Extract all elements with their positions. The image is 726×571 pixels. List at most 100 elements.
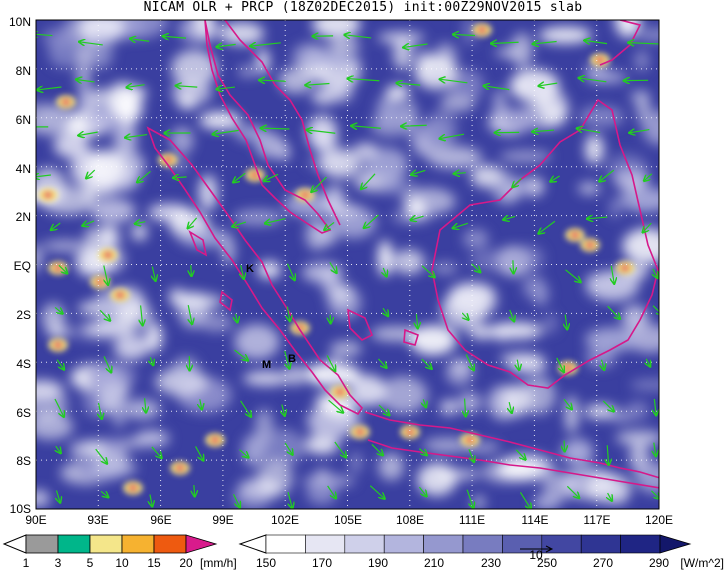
wind-vector — [324, 221, 335, 230]
cloud-blob — [637, 27, 659, 42]
wind-vector — [378, 404, 389, 415]
precip-cell — [165, 157, 171, 163]
cloud-blob — [544, 313, 558, 334]
cloud-blob — [503, 383, 533, 417]
wind-vector — [287, 306, 290, 321]
lat-label: 6N — [16, 113, 31, 127]
wind-vector — [654, 442, 656, 457]
wind-vector — [305, 83, 330, 85]
cloud-blob — [122, 399, 161, 420]
wind-vector — [421, 265, 435, 277]
cloud-blob — [312, 20, 361, 38]
cloud-blob — [278, 67, 314, 94]
olr-unit-label: [W/m^2] — [680, 556, 724, 570]
wind-vector — [484, 86, 510, 90]
wind-vector — [191, 265, 192, 276]
wind-vector — [345, 35, 372, 38]
cloud-blob — [379, 376, 428, 414]
cloud-blob — [457, 392, 482, 413]
wind-vector — [213, 129, 239, 134]
wind-vector — [82, 221, 95, 226]
cloud-blob — [378, 177, 416, 196]
cloud-blob — [385, 84, 410, 101]
olr-tick-label: 170 — [312, 556, 332, 570]
wind-vector — [601, 359, 604, 370]
olr-swatch — [344, 534, 385, 554]
wind-vector — [261, 128, 290, 129]
cloud-blob — [584, 134, 604, 165]
cloud-blob — [255, 132, 285, 159]
lat-label: 6S — [16, 406, 31, 420]
wind-vector — [364, 214, 379, 228]
wind-vector — [37, 87, 62, 90]
cloud-blob — [538, 26, 592, 44]
precip-cell — [467, 437, 473, 443]
wind-vector — [440, 133, 465, 138]
wind-vector — [239, 449, 249, 458]
cloud-blob — [585, 347, 616, 369]
cloud-blob — [329, 341, 362, 357]
cloud-blob — [305, 432, 340, 455]
precip-colorbar-right-triangle — [185, 534, 218, 554]
cloud-blob — [518, 183, 534, 195]
cloud-blob — [284, 365, 307, 386]
wind-vector — [453, 222, 469, 228]
wind-vector — [217, 87, 235, 89]
cloud-blob — [629, 379, 659, 391]
marker-m: M — [262, 359, 271, 371]
wind-vector — [327, 485, 336, 498]
wind-vector — [651, 490, 659, 499]
cloud-blob — [113, 411, 126, 428]
lat-label: 2S — [16, 308, 31, 322]
reference-vector-head — [545, 545, 554, 553]
precip-cell — [407, 429, 413, 435]
wind-vector — [503, 216, 516, 219]
cloud-blob — [488, 322, 543, 339]
cloud-blob — [585, 270, 640, 302]
wind-vector — [217, 44, 236, 47]
lat-label: EQ — [14, 259, 31, 273]
wind-vector — [348, 79, 380, 81]
wind-vector — [465, 354, 474, 370]
cloud-blob — [171, 49, 218, 88]
cloud-blob — [609, 409, 633, 423]
olr-tick-label: 190 — [368, 556, 388, 570]
wind-vector — [264, 173, 279, 181]
wind-vector — [602, 400, 614, 411]
wind-vector — [307, 130, 336, 133]
cloud-blob — [417, 462, 457, 496]
cloud-field — [36, 20, 659, 509]
wind-vector — [654, 398, 656, 415]
cloud-blob — [178, 228, 233, 248]
cloud-blob — [255, 408, 274, 444]
cloud-blob — [349, 451, 363, 474]
wind-vector — [152, 266, 155, 281]
cloud-blob — [82, 185, 101, 200]
cloud-blob — [492, 172, 522, 205]
wind-vector — [533, 42, 557, 44]
cloud-blob — [302, 475, 356, 487]
wind-vector — [646, 358, 650, 367]
cloud-blob — [378, 240, 393, 277]
cloud-blob — [198, 174, 218, 211]
wind-vector — [584, 40, 608, 43]
wind-vector — [611, 265, 614, 284]
wind-vector — [423, 399, 426, 407]
cloud-blob — [171, 293, 224, 309]
cloud-blob — [635, 461, 659, 494]
cloud-blob — [423, 437, 472, 453]
wind-vector — [150, 356, 153, 365]
precip-cells — [38, 23, 635, 495]
wind-vector — [532, 130, 555, 132]
wind-vector — [466, 489, 473, 508]
cloud-blob — [414, 55, 458, 90]
cloud-blob — [91, 458, 137, 478]
cloud-blob — [237, 65, 258, 78]
wind-vector — [644, 173, 653, 181]
wind-vector — [465, 398, 466, 417]
cloud-blob — [608, 483, 629, 506]
cloud-blob — [170, 126, 194, 155]
wind-vector — [411, 216, 424, 220]
wind-vector — [99, 309, 110, 320]
wind-vector — [103, 265, 108, 284]
